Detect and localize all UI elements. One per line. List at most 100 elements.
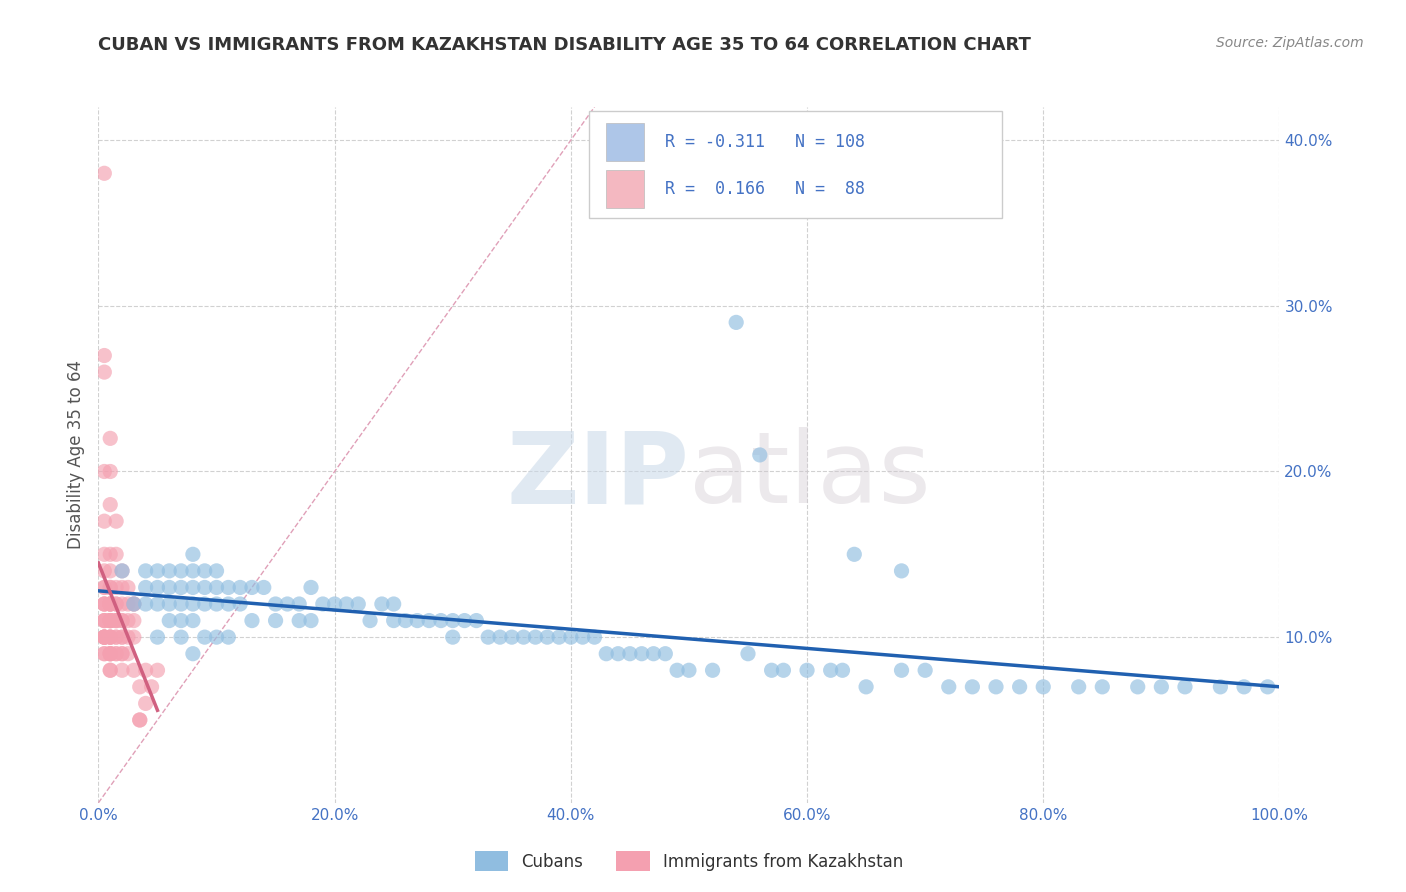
Point	[1150, 680, 1173, 694]
Point	[382, 614, 405, 628]
Point	[240, 581, 263, 595]
Point	[595, 647, 617, 661]
Point	[607, 647, 630, 661]
Point	[111, 663, 134, 677]
Point	[157, 597, 180, 611]
Point	[157, 581, 180, 595]
Point	[654, 647, 676, 661]
Point	[643, 647, 665, 661]
Point	[170, 581, 193, 595]
Point	[98, 597, 121, 611]
Point	[98, 630, 121, 644]
Point	[630, 647, 652, 661]
Point	[98, 614, 121, 628]
Point	[984, 680, 1007, 694]
Point	[170, 597, 193, 611]
Point	[98, 630, 121, 644]
Point	[748, 448, 770, 462]
Text: ZIP: ZIP	[506, 427, 689, 524]
Point	[299, 581, 322, 595]
Point	[135, 597, 157, 611]
Point	[93, 349, 115, 363]
Point	[98, 663, 121, 677]
Point	[194, 630, 217, 644]
Point	[1126, 680, 1149, 694]
Point	[98, 597, 121, 611]
Point	[170, 564, 193, 578]
Point	[240, 614, 263, 628]
Point	[98, 647, 121, 661]
Point	[170, 630, 193, 644]
Point	[105, 514, 128, 528]
Point	[678, 663, 700, 677]
Point	[194, 597, 217, 611]
Point	[128, 713, 150, 727]
Point	[93, 647, 115, 661]
Point	[702, 663, 724, 677]
Point	[796, 663, 818, 677]
Point	[98, 614, 121, 628]
Point	[524, 630, 547, 644]
Point	[181, 564, 204, 578]
Point	[93, 597, 115, 611]
Point	[382, 597, 405, 611]
Point	[1233, 680, 1256, 694]
Point	[98, 597, 121, 611]
Point	[93, 630, 115, 644]
Point	[465, 614, 488, 628]
Point	[844, 547, 866, 561]
Point	[105, 581, 128, 595]
Point	[122, 663, 145, 677]
Point	[93, 630, 115, 644]
Point	[229, 597, 252, 611]
Point	[122, 630, 145, 644]
Point	[93, 564, 115, 578]
Point	[441, 614, 464, 628]
Point	[98, 564, 121, 578]
Text: R = -0.311   N = 108: R = -0.311 N = 108	[665, 133, 865, 151]
Point	[98, 581, 121, 595]
Point	[98, 663, 121, 677]
Point	[181, 597, 204, 611]
Point	[111, 614, 134, 628]
Text: atlas: atlas	[689, 427, 931, 524]
Point	[122, 597, 145, 611]
Point	[205, 581, 228, 595]
Point	[1008, 680, 1031, 694]
Text: CUBAN VS IMMIGRANTS FROM KAZAKHSTAN DISABILITY AGE 35 TO 64 CORRELATION CHART: CUBAN VS IMMIGRANTS FROM KAZAKHSTAN DISA…	[98, 36, 1031, 54]
FancyBboxPatch shape	[606, 123, 644, 161]
Point	[1067, 680, 1090, 694]
Point	[117, 597, 139, 611]
Point	[181, 547, 204, 561]
Point	[105, 630, 128, 644]
Point	[205, 597, 228, 611]
Point	[93, 166, 115, 180]
Point	[111, 630, 134, 644]
Point	[253, 581, 276, 595]
Point	[93, 514, 115, 528]
Point	[157, 564, 180, 578]
Point	[217, 597, 239, 611]
Point	[105, 647, 128, 661]
Point	[98, 630, 121, 644]
Point	[135, 581, 157, 595]
Point	[105, 597, 128, 611]
Point	[105, 597, 128, 611]
Point	[111, 614, 134, 628]
Point	[288, 597, 311, 611]
Point	[441, 630, 464, 644]
Point	[217, 581, 239, 595]
FancyBboxPatch shape	[589, 111, 1002, 219]
Point	[146, 597, 169, 611]
Point	[772, 663, 794, 677]
Point	[111, 630, 134, 644]
Point	[93, 581, 115, 595]
Point	[93, 581, 115, 595]
Point	[98, 647, 121, 661]
Point	[725, 315, 748, 329]
Point	[93, 647, 115, 661]
Point	[98, 597, 121, 611]
Point	[111, 647, 134, 661]
Point	[93, 614, 115, 628]
Text: Source: ZipAtlas.com: Source: ZipAtlas.com	[1216, 36, 1364, 50]
